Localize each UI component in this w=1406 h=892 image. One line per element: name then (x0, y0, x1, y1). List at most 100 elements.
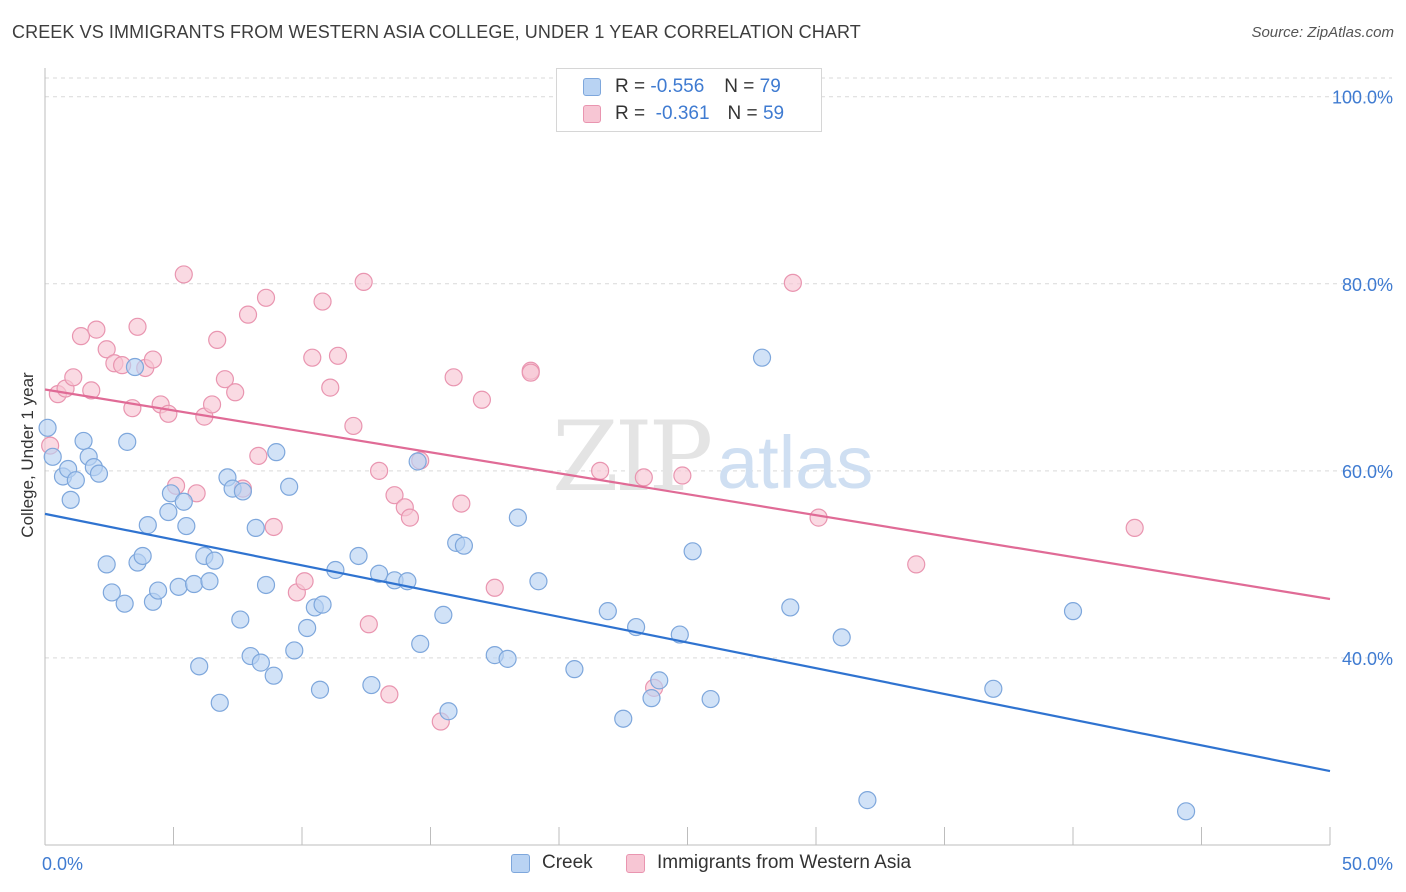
creek-point (133, 546, 152, 566)
immigrants-point (359, 615, 378, 634)
immigrants-point (208, 330, 227, 350)
creek-point (97, 555, 116, 574)
creek-point (89, 464, 109, 483)
immigrants-point (202, 395, 222, 414)
legend-row-creek: R = -0.556 N = 79 (583, 75, 781, 99)
creek-point (66, 471, 85, 490)
y-tick-label: 80.0% (1342, 275, 1393, 295)
creek-swatch (583, 78, 601, 96)
creek-point (1063, 602, 1083, 621)
creek-point (169, 577, 188, 596)
immigrants-point (591, 461, 610, 480)
creek-point (454, 536, 474, 555)
immigrants-point (907, 555, 926, 574)
immigrants-point (226, 383, 245, 402)
creek-point (529, 572, 548, 591)
legend-r-value: -0.556 (650, 76, 705, 97)
immigrants-point (400, 508, 420, 527)
creek-point (298, 618, 317, 638)
creek-swatch (511, 853, 530, 873)
legend-n-label: N = (724, 76, 755, 97)
watermark-zip: ZIP (552, 401, 711, 513)
legend-label-creek: Creek (542, 852, 593, 873)
immigrants-point (264, 517, 283, 537)
legend-n-value: 59 (762, 103, 785, 124)
x-tick-label: 0.0% (42, 854, 83, 874)
creek-point (310, 680, 330, 699)
creek-point (233, 482, 252, 501)
creek-point (349, 546, 368, 566)
legend-n-value: 79 (759, 76, 781, 97)
immigrants-point (472, 390, 491, 409)
creek-point (498, 649, 517, 668)
creek-point (411, 634, 430, 653)
creek-point (148, 581, 168, 600)
creek-point (190, 657, 209, 676)
creek-point (210, 693, 229, 712)
immigrants-point (783, 273, 802, 292)
legend-label-immigrants: Immigrants from Western Asia (657, 852, 912, 873)
immigrants-point (634, 468, 653, 487)
immigrants-point (87, 320, 106, 339)
creek-point (102, 583, 121, 602)
creek-point (565, 660, 584, 679)
chart-title: CREEK VS IMMIGRANTS FROM WESTERN ASIA CO… (12, 22, 861, 42)
immigrants-point (521, 363, 540, 382)
creek-point (370, 564, 389, 583)
creek-point (362, 675, 381, 695)
creek-point (984, 679, 1003, 698)
immigrants-point (249, 446, 268, 465)
immigrants-point (444, 368, 463, 387)
immigrants-point (385, 486, 404, 505)
creek-point (61, 490, 80, 509)
immigrants-point (64, 368, 83, 387)
immigrants-point (452, 494, 471, 513)
creek-point (177, 516, 196, 536)
immigrants-swatch (583, 105, 601, 123)
creek-point (251, 653, 270, 672)
immigrants-swatch (626, 853, 645, 873)
creek-point (752, 348, 772, 367)
creek-point (508, 508, 527, 527)
creek-point (43, 447, 62, 466)
legend-row-immigrants: R = -0.361 N = 59 (583, 102, 784, 126)
creek-point (614, 709, 633, 728)
creek-point (781, 598, 800, 617)
y-tick-label: 100.0% (1332, 88, 1393, 108)
creek-point (267, 443, 286, 462)
creek-point (701, 689, 720, 709)
creek-point (670, 625, 689, 644)
trend-lines (44, 388, 1331, 773)
immigrants-point (1125, 518, 1144, 538)
watermark: ZIP atlas (552, 401, 873, 513)
immigrants-point (354, 272, 373, 292)
creek-trend-line (44, 512, 1331, 773)
immigrants-point (485, 578, 504, 597)
immigrants-point (295, 572, 314, 591)
creek-points (38, 348, 1196, 821)
immigrants-point (143, 350, 163, 369)
y-tick-label: 40.0% (1342, 649, 1393, 669)
immigrants-point (321, 378, 340, 397)
creek-point (1176, 802, 1196, 821)
immigrants-point (380, 685, 399, 704)
correlation-legend: R = -0.556 N = 79 R = -0.361 N = 59 (556, 68, 822, 132)
creek-point (161, 484, 181, 503)
immigrants-point (187, 484, 206, 503)
creek-point (200, 572, 219, 591)
immigrants-point (82, 381, 101, 400)
creek-point (683, 542, 702, 561)
creek-point (205, 551, 224, 570)
creek-point (125, 357, 145, 377)
immigrants-point (215, 370, 234, 389)
legend-item-immigrants: Immigrants from Western Asia (626, 852, 911, 874)
legend-r-label: R = (615, 103, 646, 124)
legend-r-label: R = (615, 76, 646, 97)
creek-point (174, 492, 193, 511)
immigrants-point (313, 292, 332, 311)
immigrants-trend-line (44, 388, 1331, 601)
creek-point (264, 666, 283, 685)
legend-n-label: N = (727, 103, 758, 124)
creek-point (118, 432, 137, 451)
creek-point (231, 610, 250, 629)
